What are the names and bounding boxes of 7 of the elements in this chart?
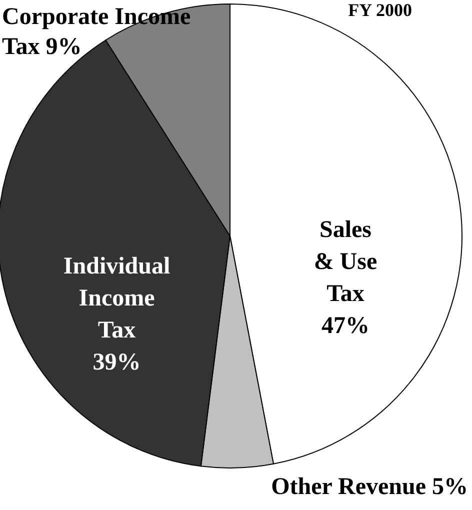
data-label: 39% xyxy=(92,349,141,376)
data-label: 47% xyxy=(321,313,370,340)
slice-label: Sales & Use Tax xyxy=(314,217,378,308)
slice-label: Corporate Income Tax 9% xyxy=(2,4,191,60)
slice-label: Other Revenue 5% xyxy=(271,474,468,500)
chart-title: FY 2000 xyxy=(348,0,412,20)
slice-label: Individual Income Tax xyxy=(63,253,170,344)
